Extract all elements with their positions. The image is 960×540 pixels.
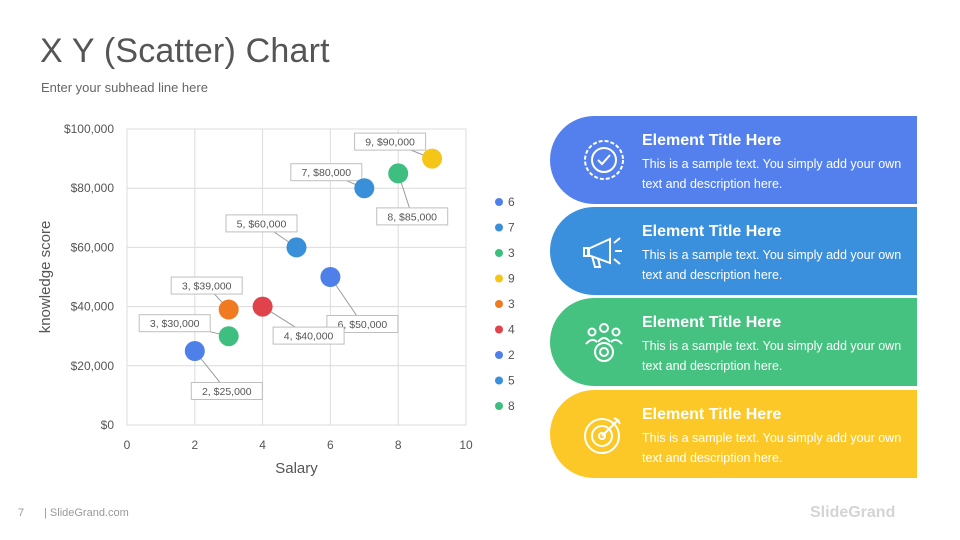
target-icon: [584, 417, 621, 454]
card-text: This is a sample text. You simply add yo…: [642, 248, 902, 282]
data-point: [286, 237, 307, 258]
legend-label: 6: [508, 195, 515, 209]
legend-label: 9: [508, 272, 515, 286]
legend-marker: [495, 351, 503, 359]
element-card-3: Element Title Here This is a sample text…: [550, 298, 917, 386]
y-tick-label: $100,000: [64, 122, 114, 136]
page-number: 7: [18, 507, 25, 519]
legend-label: 3: [508, 297, 515, 311]
scatter-chart: 0 2 4 6 8 10 $0 $20,000 $40,000 $60,000 $80,000 $10…: [37, 122, 515, 477]
x-tick-label: 0: [124, 438, 131, 452]
data-point: [422, 148, 443, 169]
footer-site: | SlideGrand.com: [44, 507, 129, 519]
data-label-box: [290, 163, 363, 182]
data-label: 5, $60,000: [237, 218, 287, 230]
legend-marker: [495, 198, 503, 206]
x-tick-label: 10: [459, 438, 473, 452]
legend-marker: [495, 223, 503, 232]
data-point: [252, 296, 273, 317]
card-title: Element Title Here: [642, 314, 782, 331]
legend-marker: [495, 325, 503, 334]
page-title: X Y (Scatter) Chart: [40, 32, 330, 70]
x-tick-label: 4: [259, 438, 266, 452]
data-point: [218, 326, 239, 347]
data-label: 4, $40,000: [284, 331, 334, 343]
x-tick-label: 8: [395, 438, 402, 452]
y-tick-label: $0: [101, 418, 115, 432]
team-target-icon: [585, 323, 623, 362]
data-point: [388, 163, 409, 184]
legend-marker: [495, 376, 503, 385]
card-title: Element Title Here: [642, 406, 782, 423]
legend-marker: [495, 402, 503, 410]
legend-marker: [495, 300, 503, 308]
page-subhead: Enter your subhead line here: [41, 80, 208, 95]
x-tick-label: 6: [327, 438, 334, 452]
data-label: 8, $85,000: [387, 211, 437, 223]
data-point: [354, 178, 375, 199]
x-axis-title: Salary: [275, 460, 318, 477]
y-tick-label: $80,000: [71, 181, 115, 195]
element-card-1: Element Title Here This is a sample text…: [550, 116, 917, 204]
data-label: 3, $39,000: [182, 281, 232, 293]
data-label: 7, $80,000: [301, 167, 351, 179]
card-text: This is a sample text. You simply add yo…: [642, 431, 902, 465]
megaphone-icon: [583, 237, 622, 268]
card-text: This is a sample text. You simply add yo…: [642, 157, 902, 191]
y-axis-title: knowledge score: [37, 221, 54, 334]
data-label-box: [190, 382, 263, 400]
data-label-box: [225, 214, 298, 233]
legend-marker: [495, 249, 503, 257]
y-tick-label: $20,000: [71, 359, 115, 373]
data-label-box: [138, 314, 211, 333]
data-point: [320, 267, 341, 287]
legend-label: 4: [508, 323, 515, 337]
data-label: 3, $30,000: [150, 318, 200, 330]
legend-marker: [495, 274, 503, 283]
card-title: Element Title Here: [642, 132, 782, 149]
legend-label: 8: [508, 399, 515, 413]
legend-label: 3: [508, 246, 515, 260]
data-label-box: [272, 326, 345, 345]
card-text: This is a sample text. You simply add yo…: [642, 339, 902, 373]
data-label-box: [354, 132, 427, 151]
data-label: 2, $25,000: [202, 386, 252, 398]
data-label-box: [376, 207, 449, 226]
badge-check-icon: [584, 140, 624, 180]
legend-label: 2: [508, 348, 515, 362]
x-tick-label: 2: [191, 438, 198, 452]
data-label: 9, $90,000: [365, 137, 415, 149]
brand-logo: SlideGrand: [810, 504, 896, 521]
y-tick-label: $60,000: [71, 240, 115, 254]
legend-label: 5: [508, 374, 515, 388]
element-card-4: Element Title Here This is a sample text…: [550, 390, 917, 478]
card-title: Element Title Here: [642, 223, 782, 240]
legend-label: 7: [508, 221, 515, 235]
data-label-box: [326, 315, 399, 333]
data-point: [184, 341, 205, 361]
data-point: [218, 299, 239, 320]
element-card-2: Element Title Here This is a sample text…: [550, 207, 917, 295]
data-label-box: [170, 276, 243, 295]
y-tick-label: $40,000: [71, 300, 115, 314]
data-label: 6, $50,000: [338, 319, 388, 331]
